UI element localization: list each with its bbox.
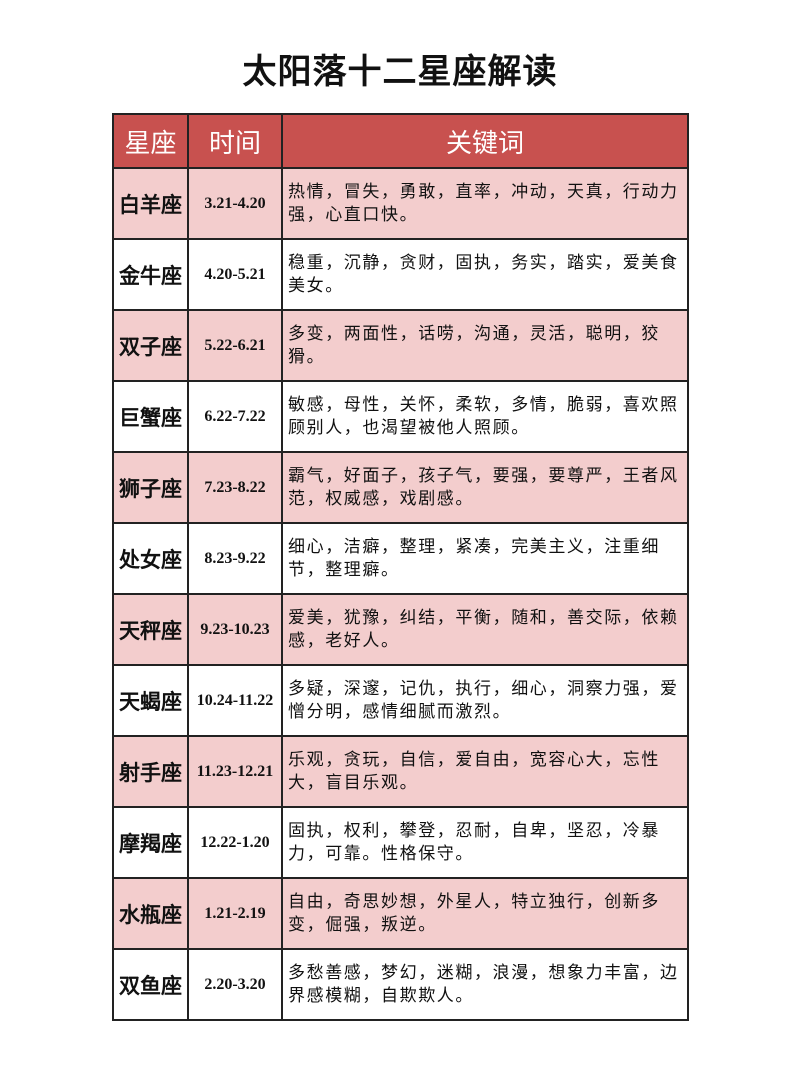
header-row: 星座 时间 关键词 xyxy=(112,113,689,169)
table-row: 双鱼座 2.20-3.20 多愁善感，梦幻，迷糊，浪漫，想象力丰富，边界感模糊，自欺… xyxy=(112,948,689,1021)
date-range: 7.23-8.22 xyxy=(187,451,283,524)
column-header: 时间 xyxy=(187,113,283,169)
sign-name: 双鱼座 xyxy=(112,948,189,1021)
table-row: 白羊座 3.21-4.20 热情，冒失，勇敢，直率，冲动，天真，行动力强，心直口快。 xyxy=(112,167,689,240)
date-range: 3.21-4.20 xyxy=(187,167,283,240)
sign-name: 狮子座 xyxy=(112,451,189,524)
table-row: 金牛座 4.20-5.21 稳重，沉静，贪财，固执，务实，踏实，爱美食美女。 xyxy=(112,238,689,311)
date-range: 6.22-7.22 xyxy=(187,380,283,453)
table-row: 天秤座 9.23-10.23 爱美，犹豫，纠结，平衡，随和，善交际，依赖感，老好人。 xyxy=(112,593,689,666)
sign-name: 巨蟹座 xyxy=(112,380,189,453)
column-header: 关键词 xyxy=(281,113,689,169)
sign-name: 白羊座 xyxy=(112,167,189,240)
table-row: 狮子座 7.23-8.22 霸气，好面子，孩子气，要强，要尊严，王者风范，权威感，戏… xyxy=(112,451,689,524)
column-header: 星座 xyxy=(112,113,189,169)
table-row: 摩羯座 12.22-1.20 固执，权利，攀登，忍耐，自卑，坚忍，冷暴力，可靠。性格… xyxy=(112,806,689,879)
title: 太阳落十二星座解读 xyxy=(242,52,558,92)
sign-name: 水瓶座 xyxy=(112,877,189,950)
table-row: 射手座 11.23-12.21 乐观，贪玩，自信，爱自由，宽容心大，忘性大，盲目乐观… xyxy=(112,735,689,808)
keywords: 自由，奇思妙想，外星人，特立独行，创新多变，倔强，叛逆。 xyxy=(281,877,689,950)
date-range: 2.20-3.20 xyxy=(187,948,283,1021)
date-range: 8.23-9.22 xyxy=(187,522,283,595)
keywords: 多愁善感，梦幻，迷糊，浪漫，想象力丰富，边界感模糊，自欺欺人。 xyxy=(281,948,689,1021)
date-range: 4.20-5.21 xyxy=(187,238,283,311)
keywords: 乐观，贪玩，自信，爱自由，宽容心大，忘性大，盲目乐观。 xyxy=(281,735,689,808)
table-row: 巨蟹座 6.22-7.22 敏感，母性，关怀，柔软，多情，脆弱，喜欢照顾别人，也渴望… xyxy=(112,380,689,453)
keywords: 爱美，犹豫，纠结，平衡，随和，善交际，依赖感，老好人。 xyxy=(281,593,689,666)
date-range: 11.23-12.21 xyxy=(187,735,283,808)
table-row: 水瓶座 1.21-2.19 自由，奇思妙想，外星人，特立独行，创新多变，倔强，叛逆。 xyxy=(112,877,689,950)
date-range: 10.24-11.22 xyxy=(187,664,283,737)
date-range: 1.21-2.19 xyxy=(187,877,283,950)
keywords: 稳重，沉静，贪财，固执，务实，踏实，爱美食美女。 xyxy=(281,238,689,311)
keywords: 固执，权利，攀登，忍耐，自卑，坚忍，冷暴力，可靠。性格保守。 xyxy=(281,806,689,879)
sign-name: 摩羯座 xyxy=(112,806,189,879)
keywords: 细心，洁癖，整理，紧凑，完美主义，注重细节，整理癖。 xyxy=(281,522,689,595)
sign-name: 处女座 xyxy=(112,522,189,595)
sign-name: 天蝎座 xyxy=(112,664,189,737)
sign-name: 金牛座 xyxy=(112,238,189,311)
sign-name: 双子座 xyxy=(112,309,189,382)
table-row: 处女座 8.23-9.22 细心，洁癖，整理，紧凑，完美主义，注重细节，整理癖。 xyxy=(112,522,689,595)
keywords: 多疑，深邃，记仇，执行，细心，洞察力强，爱憎分明，感情细腻而激烈。 xyxy=(281,664,689,737)
date-range: 12.22-1.20 xyxy=(187,806,283,879)
keywords: 霸气，好面子，孩子气，要强，要尊严，王者风范，权威感，戏剧感。 xyxy=(281,451,689,524)
date-range: 5.22-6.21 xyxy=(187,309,283,382)
table-row: 双子座 5.22-6.21 多变，两面性，话唠，沟通，灵活，聪明，狡猾。 xyxy=(112,309,689,382)
sign-name: 天秤座 xyxy=(112,593,189,666)
table-row: 天蝎座 10.24-11.22 多疑，深邃，记仇，执行，细心，洞察力强，爱憎分明，感… xyxy=(112,664,689,737)
date-range: 9.23-10.23 xyxy=(187,593,283,666)
keywords: 敏感，母性，关怀，柔软，多情，脆弱，喜欢照顾别人，也渴望被他人照顾。 xyxy=(281,380,689,453)
zodiac-table: 星座 时间 关键词 白羊座 3.21-4.20 热情，冒失，勇敢，直率，冲动，天真，行动… xyxy=(112,113,689,1021)
keywords: 多变，两面性，话唠，沟通，灵活，聪明，狡猾。 xyxy=(281,309,689,382)
sign-name: 射手座 xyxy=(112,735,189,808)
keywords: 热情，冒失，勇敢，直率，冲动，天真，行动力强，心直口快。 xyxy=(281,167,689,240)
